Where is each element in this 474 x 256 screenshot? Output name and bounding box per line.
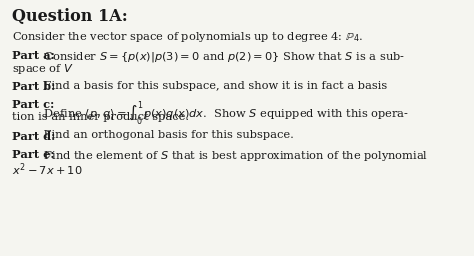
Text: Find an orthogonal basis for this subspace.: Find an orthogonal basis for this subspa…	[40, 131, 294, 141]
Text: Find the element of $S$ that is best approximation of the polynomial: Find the element of $S$ that is best app…	[40, 149, 428, 163]
Text: Part a:: Part a:	[12, 50, 55, 61]
Text: tion is an inner product space.: tion is an inner product space.	[12, 112, 189, 122]
Text: Part c:: Part c:	[12, 100, 54, 111]
Text: Find a basis for this subspace, and show it is in fact a basis: Find a basis for this subspace, and show…	[40, 81, 387, 91]
Text: Part e:: Part e:	[12, 149, 55, 160]
Text: space of $V$: space of $V$	[12, 62, 74, 77]
Text: Consider the vector space of polynomials up to degree 4: $\mathbb{P}_4$.: Consider the vector space of polynomials…	[12, 30, 363, 44]
Text: Consider $S = \{p(x)|p(3) = 0$ and $p(2) = 0\}$ Show that $S$ is a sub-: Consider $S = \{p(x)|p(3) = 0$ and $p(2)…	[40, 50, 405, 64]
Text: Part d:: Part d:	[12, 131, 55, 142]
Text: $x^2 - 7x + 10$: $x^2 - 7x + 10$	[12, 162, 82, 178]
Text: Part b:: Part b:	[12, 81, 55, 92]
Text: Question 1A:: Question 1A:	[12, 8, 128, 25]
Text: Define $\langle p, q\rangle = \int_0^1 p(x)q(x)dx$.  Show $S$ equipped with this: Define $\langle p, q\rangle = \int_0^1 p…	[40, 100, 409, 128]
